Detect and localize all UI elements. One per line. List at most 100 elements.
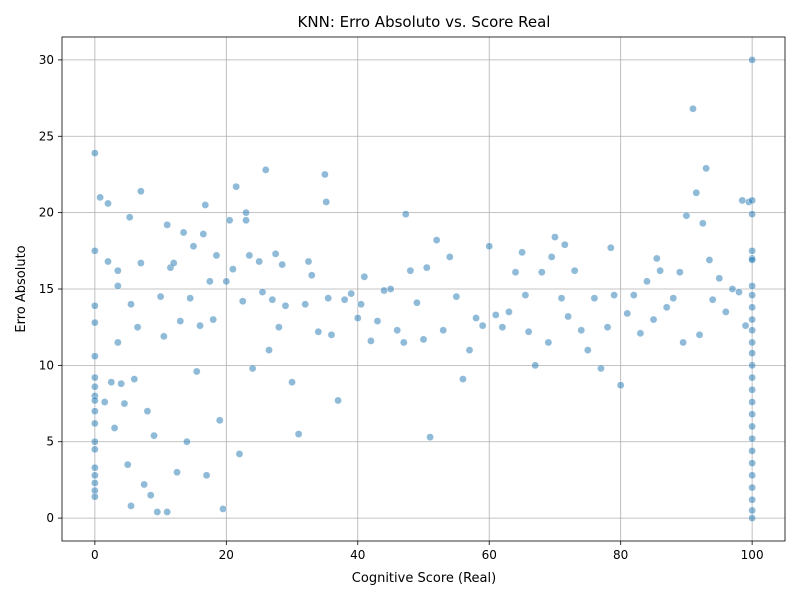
data-point [140, 480, 149, 489]
data-point [702, 164, 710, 173]
data-point [478, 321, 487, 330]
data-point [133, 323, 142, 332]
data-point [173, 468, 181, 477]
data-point [386, 285, 395, 293]
data-point [452, 292, 461, 301]
y-tick-label: 30 [39, 53, 54, 67]
data-point [219, 505, 227, 513]
data-point [728, 285, 737, 293]
y-tick-label: 20 [39, 206, 54, 220]
data-point [91, 471, 99, 480]
data-point [459, 375, 467, 383]
y-tick-label: 15 [39, 282, 54, 296]
data-point [597, 364, 605, 373]
data-point [163, 221, 172, 229]
data-point [169, 259, 178, 267]
data-point [735, 288, 743, 296]
data-point [748, 56, 756, 64]
data-point [156, 292, 165, 301]
data-point [570, 266, 579, 275]
data-point [518, 248, 526, 257]
data-point [212, 251, 221, 260]
data-point [610, 291, 618, 299]
x-tick-label: 40 [350, 548, 365, 562]
data-point [511, 268, 520, 277]
data-point [91, 463, 99, 472]
data-point [741, 321, 750, 330]
data-point [748, 422, 756, 431]
data-point [748, 514, 756, 522]
data-point [748, 349, 756, 357]
data-point [422, 263, 431, 272]
data-point [577, 326, 586, 335]
data-point [715, 274, 724, 283]
data-point [209, 315, 218, 324]
data-point [146, 491, 155, 500]
data-point [245, 251, 254, 260]
data-point [91, 419, 99, 428]
data-point [360, 272, 369, 281]
data-point [91, 437, 99, 446]
data-point [491, 311, 500, 319]
data-point [91, 246, 99, 255]
x-axis-label: Cognitive Score (Real) [352, 571, 496, 586]
data-point [692, 188, 701, 197]
data-point [748, 282, 756, 290]
data-point [114, 282, 122, 290]
y-tick-label: 5 [46, 435, 54, 449]
data-point [163, 508, 172, 516]
data-point [505, 308, 513, 316]
data-point [544, 338, 553, 347]
y-axis-label: Erro Absoluto [14, 245, 29, 332]
data-point [206, 277, 214, 286]
y-tick-label: 0 [46, 511, 54, 525]
data-point [110, 424, 119, 432]
data-point [748, 326, 756, 335]
data-point [179, 228, 188, 237]
data-point [748, 447, 756, 455]
data-point [232, 182, 241, 191]
data-point [225, 216, 234, 225]
data-point [275, 323, 283, 332]
data-point [91, 492, 99, 501]
data-point [662, 303, 671, 312]
data-point [153, 508, 162, 516]
data-point [265, 346, 273, 354]
data-point [340, 295, 349, 304]
data-point [669, 294, 678, 303]
data-point [242, 216, 250, 225]
data-point [708, 295, 717, 304]
data-point [91, 445, 99, 454]
data-point [238, 297, 247, 306]
grid-lines [62, 37, 785, 541]
data-point [649, 315, 658, 324]
data-point [748, 315, 756, 324]
data-point [748, 246, 756, 255]
data-point [679, 338, 687, 347]
data-point [748, 459, 756, 467]
data-point [380, 286, 388, 295]
data-point [229, 265, 237, 273]
data-point [137, 259, 145, 267]
data-point [399, 338, 408, 347]
data-point [465, 346, 474, 354]
axis-ticks: 0 20 40 60 80 100 0 5 10 15 20 25 30 [39, 53, 764, 562]
data-point [322, 198, 331, 206]
data-point [432, 236, 441, 244]
data-points [91, 56, 756, 522]
y-tick-label: 10 [39, 358, 54, 372]
data-point [748, 373, 756, 382]
data-point [689, 104, 697, 113]
data-point [705, 256, 714, 264]
data-point [531, 361, 540, 370]
data-point [524, 327, 533, 336]
data-point [748, 434, 756, 443]
data-point [623, 309, 632, 318]
data-point [222, 277, 231, 286]
data-point [301, 300, 310, 309]
data-point [202, 471, 211, 480]
data-point [748, 338, 756, 347]
data-point [748, 398, 756, 406]
data-point [125, 213, 134, 222]
